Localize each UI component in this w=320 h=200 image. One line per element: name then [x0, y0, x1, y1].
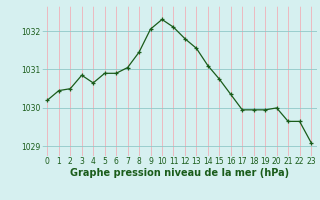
- X-axis label: Graphe pression niveau de la mer (hPa): Graphe pression niveau de la mer (hPa): [70, 168, 289, 178]
